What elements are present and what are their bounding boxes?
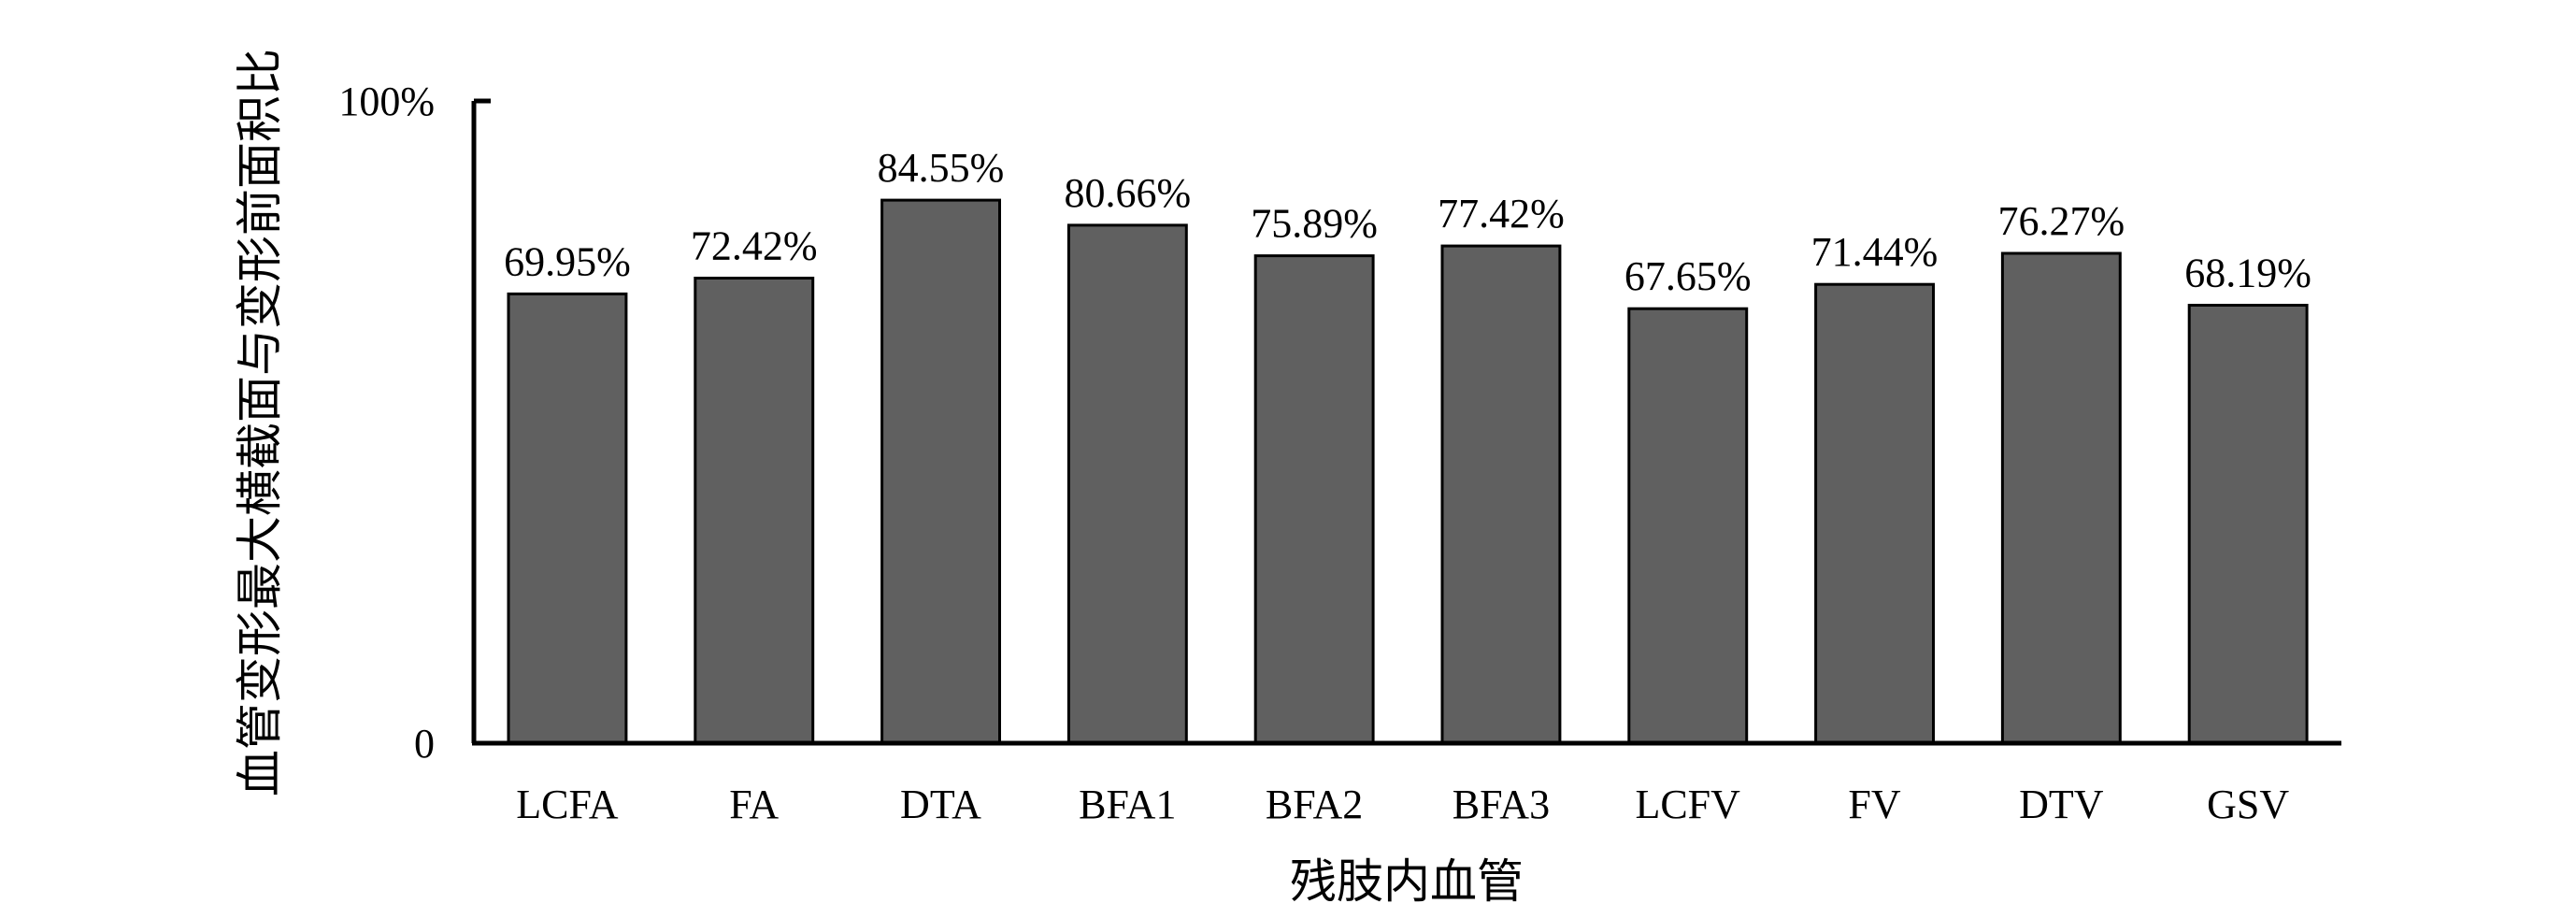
bar-fv [1814,282,1935,745]
category-label-bfa1: BFA1 [1079,782,1176,827]
value-label-bfa1: 80.66% [1064,170,1191,216]
value-label-bfa3: 77.42% [1438,191,1565,237]
value-label-lcfv: 67.65% [1624,253,1752,299]
category-label-bfa2: BFA2 [1266,782,1363,827]
bars-group [507,198,2309,745]
value-label-fa: 72.42% [691,223,818,269]
category-label-bfa3: BFA3 [1453,782,1550,827]
category-label-lcfa: LCFA [516,782,618,827]
value-labels-group: 69.95% 72.42% 84.55% 80.66% 75.89% 77.42% 67.6… [504,145,2311,299]
bar-lcfv [1627,307,1749,745]
bar-dtv [2000,251,2122,745]
bar-bfa3 [1440,244,1562,745]
y-axis-title: 血管变形最大横截面与变形前面积比 [233,49,287,796]
y-tick-label: 0 [414,721,435,767]
category-label-dta: DTA [900,782,981,827]
value-label-dtv: 76.27% [1997,198,2125,244]
value-label-dta: 84.55% [878,145,1005,191]
bar-lcfa [507,292,628,745]
category-label-fv: FV [1848,782,1900,827]
value-label-lcfa: 69.95% [504,238,631,284]
value-label-fv: 71.44% [1811,229,1939,275]
category-labels-group: LCFA FA DTA BFA1 BFA2 BFA3 LCFV FV DTV GSV [516,782,2289,827]
value-label-bfa2: 75.89% [1251,201,1378,247]
category-label-gsv: GSV [2207,782,2289,827]
bar-bfa1 [1066,223,1188,745]
category-label-lcfv: LCFV [1635,782,1740,827]
value-label-gsv: 68.19% [2184,251,2311,296]
y-axis-ticks: 0 100% [338,79,491,767]
x-axis-title: 残肢内血管 [1290,854,1524,909]
bar-bfa2 [1253,254,1375,745]
category-label-fa: FA [729,782,779,827]
bar-dta [880,198,1001,745]
category-label-dtv: DTV [2019,782,2104,827]
bar-gsv [2187,304,2309,745]
y-tick-label: 100% [338,79,435,124]
bar-fa [694,277,815,745]
